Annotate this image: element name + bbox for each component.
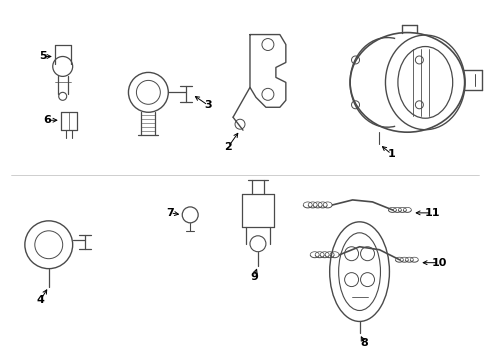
Text: 7: 7 xyxy=(167,208,174,218)
Text: 5: 5 xyxy=(39,51,47,62)
Text: 8: 8 xyxy=(361,338,368,348)
Text: 6: 6 xyxy=(43,115,50,125)
Text: 10: 10 xyxy=(432,258,447,268)
Text: 11: 11 xyxy=(424,208,440,218)
Text: 4: 4 xyxy=(37,294,45,305)
Text: 3: 3 xyxy=(204,100,212,110)
Text: 1: 1 xyxy=(388,149,395,159)
Text: 9: 9 xyxy=(250,272,258,282)
Text: 2: 2 xyxy=(224,142,232,152)
